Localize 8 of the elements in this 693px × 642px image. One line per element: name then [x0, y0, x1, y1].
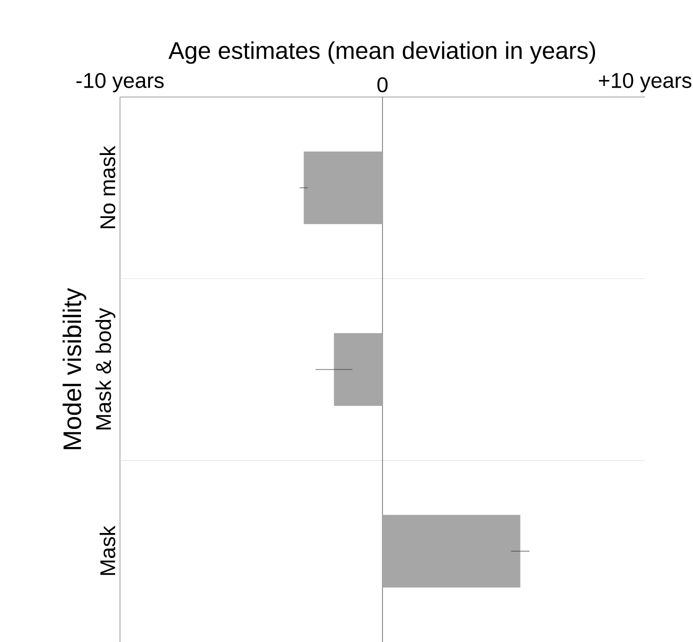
x-axis-title: Age estimates (mean deviation in years): [168, 41, 596, 64]
x-tick-label: -10 years: [76, 72, 164, 92]
x-tick-label: +10 years: [598, 72, 692, 92]
y-tick-label: No mask: [100, 146, 116, 228]
y-axis-title: Model visibility: [62, 288, 86, 450]
y-tick-label: Mask: [100, 526, 116, 575]
x-tick-label: 0: [377, 77, 388, 92]
y-tick-label: Mask & body: [95, 308, 116, 430]
